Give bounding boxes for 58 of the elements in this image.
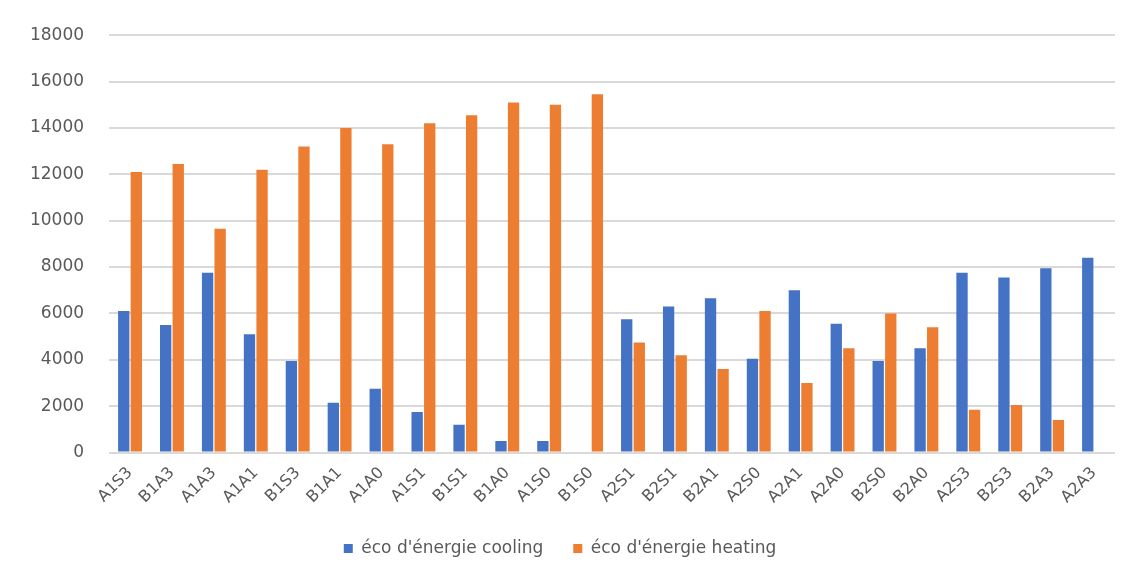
bar	[507, 102, 520, 452]
bar	[968, 409, 981, 452]
bar	[327, 402, 339, 452]
bar	[704, 298, 717, 452]
bar	[537, 440, 549, 452]
bar	[717, 369, 729, 452]
legend-label: éco d'énergie heating	[590, 536, 777, 557]
bar	[830, 323, 842, 452]
bar	[256, 169, 268, 452]
bar	[298, 146, 310, 452]
bar	[927, 327, 939, 452]
bar	[759, 311, 771, 452]
bar	[956, 272, 968, 452]
y-tick-label: 6000	[40, 301, 85, 322]
legend-label: éco d'énergie cooling	[361, 536, 544, 557]
bar	[801, 382, 813, 452]
bar	[495, 440, 507, 452]
bar	[1010, 405, 1023, 452]
bar	[201, 272, 214, 452]
bar	[788, 290, 801, 452]
bar	[1040, 268, 1052, 452]
bar	[382, 144, 394, 452]
y-tick-label: 2000	[40, 394, 85, 415]
y-tick-label: 0	[73, 440, 85, 461]
bar	[424, 123, 436, 452]
bar	[549, 104, 562, 452]
y-tick-label: 10000	[29, 209, 85, 230]
bar	[369, 388, 381, 452]
bar	[118, 311, 130, 452]
bar	[1052, 420, 1065, 452]
bar	[591, 94, 604, 452]
bar	[872, 360, 884, 452]
y-tick-label: 12000	[29, 162, 85, 183]
bar	[465, 115, 478, 452]
y-tick-label: 18000	[29, 23, 85, 44]
bar	[621, 319, 633, 452]
bar	[285, 360, 298, 452]
bar	[1082, 257, 1094, 452]
y-tick-label: 14000	[29, 116, 85, 137]
bar	[885, 313, 897, 452]
y-tick-label: 16000	[29, 69, 85, 90]
bar	[675, 355, 687, 452]
bar	[172, 163, 184, 452]
bar	[662, 306, 675, 452]
y-tick-label: 4000	[40, 348, 85, 369]
bar	[243, 334, 256, 452]
bar	[160, 325, 172, 452]
bar	[411, 411, 423, 452]
bar	[453, 424, 465, 452]
bar	[130, 171, 142, 452]
bar	[633, 342, 645, 452]
bar	[843, 348, 855, 452]
bar	[914, 348, 926, 452]
bar	[340, 127, 352, 452]
y-tick-label: 8000	[40, 255, 85, 276]
bar	[998, 277, 1010, 452]
bar	[746, 358, 759, 452]
bar	[214, 228, 226, 452]
